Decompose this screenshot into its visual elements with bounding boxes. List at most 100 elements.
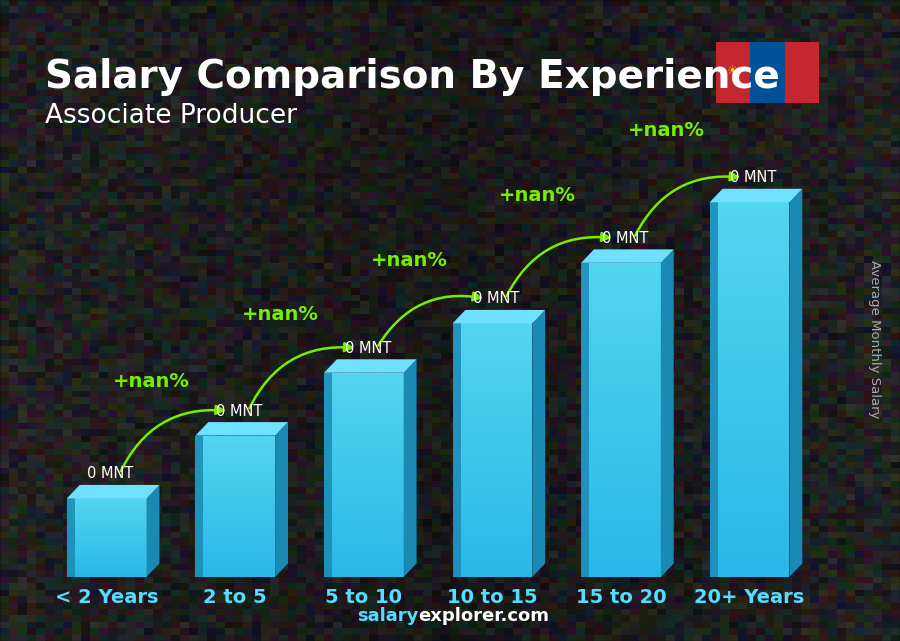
Bar: [581, 365, 661, 372]
Bar: [453, 533, 532, 539]
Bar: [324, 506, 404, 510]
Bar: [324, 541, 404, 546]
Bar: [453, 570, 532, 577]
Bar: [453, 323, 532, 329]
Bar: [710, 427, 789, 437]
Bar: [453, 494, 532, 501]
Bar: [67, 508, 147, 510]
Bar: [581, 490, 661, 499]
Bar: [710, 540, 789, 549]
Bar: [710, 371, 789, 380]
Bar: [581, 562, 661, 569]
Bar: [324, 419, 404, 424]
Bar: [324, 398, 404, 403]
Bar: [581, 545, 661, 553]
Bar: [324, 510, 404, 515]
Bar: [453, 399, 532, 406]
Bar: [195, 471, 275, 474]
Bar: [195, 436, 203, 577]
Bar: [581, 538, 661, 545]
Bar: [581, 499, 661, 506]
Text: Average Monthly Salary: Average Monthly Salary: [868, 260, 881, 419]
Bar: [324, 393, 404, 398]
Bar: [67, 510, 147, 512]
Bar: [195, 492, 275, 495]
Bar: [710, 249, 789, 258]
Bar: [581, 404, 661, 412]
Bar: [195, 485, 275, 488]
Bar: [453, 368, 532, 374]
Bar: [453, 342, 532, 349]
Bar: [453, 539, 532, 545]
Bar: [67, 538, 147, 540]
Bar: [710, 240, 789, 249]
Text: ☀: ☀: [727, 65, 738, 79]
Bar: [710, 445, 789, 455]
Polygon shape: [710, 188, 802, 202]
Bar: [453, 355, 532, 362]
Bar: [581, 326, 661, 333]
Bar: [195, 566, 275, 570]
Bar: [453, 482, 532, 488]
Bar: [67, 524, 147, 526]
Bar: [710, 212, 789, 221]
Bar: [453, 387, 532, 393]
Bar: [453, 349, 532, 355]
Bar: [67, 567, 147, 569]
Bar: [581, 553, 661, 562]
Bar: [453, 450, 532, 456]
Bar: [453, 362, 532, 368]
Bar: [195, 453, 275, 457]
Bar: [710, 530, 789, 540]
Bar: [67, 562, 147, 563]
Text: 0 MNT: 0 MNT: [87, 466, 134, 481]
Bar: [710, 418, 789, 427]
Bar: [324, 378, 404, 383]
Bar: [324, 460, 404, 465]
Bar: [453, 425, 532, 431]
Text: +nan%: +nan%: [113, 372, 190, 391]
Bar: [581, 506, 661, 514]
Bar: [581, 263, 590, 577]
Bar: [710, 202, 717, 577]
Bar: [453, 406, 532, 412]
Bar: [453, 456, 532, 463]
Bar: [324, 531, 404, 536]
Bar: [453, 380, 532, 387]
Text: +nan%: +nan%: [499, 186, 576, 205]
Bar: [195, 457, 275, 460]
Bar: [195, 538, 275, 542]
Bar: [710, 315, 789, 324]
Bar: [581, 451, 661, 459]
Bar: [195, 506, 275, 510]
Bar: [324, 475, 404, 480]
Bar: [195, 499, 275, 503]
Bar: [67, 514, 147, 516]
Bar: [710, 258, 789, 268]
Text: +nan%: +nan%: [242, 305, 319, 324]
Bar: [67, 555, 147, 557]
Bar: [195, 535, 275, 538]
Bar: [324, 470, 404, 475]
Bar: [581, 278, 661, 287]
Bar: [324, 520, 404, 526]
Bar: [195, 549, 275, 552]
Bar: [195, 510, 275, 513]
Bar: [67, 532, 147, 534]
Bar: [453, 431, 532, 437]
Bar: [581, 475, 661, 483]
Bar: [67, 520, 147, 522]
Bar: [710, 390, 789, 399]
Bar: [453, 419, 532, 425]
Bar: [453, 374, 532, 380]
Bar: [324, 546, 404, 551]
Bar: [710, 380, 789, 390]
Bar: [710, 465, 789, 474]
Bar: [710, 512, 789, 520]
Bar: [710, 567, 789, 577]
Bar: [453, 329, 532, 336]
Bar: [324, 372, 332, 577]
Bar: [710, 502, 789, 512]
Bar: [581, 529, 661, 538]
Bar: [453, 545, 532, 551]
